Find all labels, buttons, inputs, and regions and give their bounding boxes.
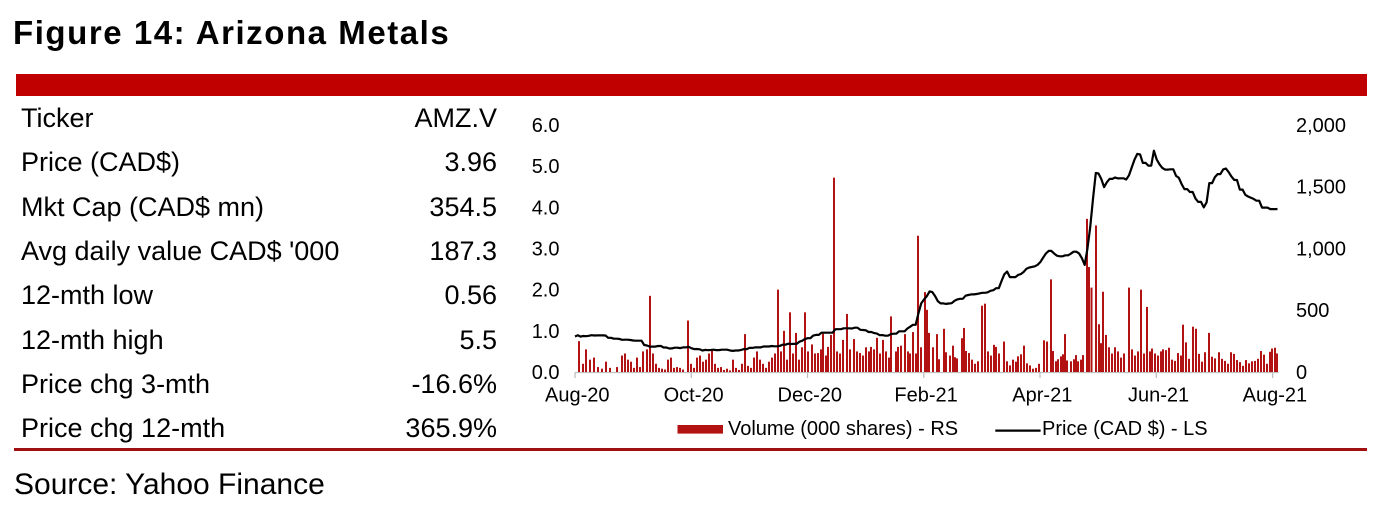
svg-text:1,500: 1,500	[1296, 177, 1346, 199]
svg-text:Jun-21: Jun-21	[1128, 385, 1189, 407]
svg-text:4.0: 4.0	[532, 197, 560, 219]
svg-text:2,000: 2,000	[1296, 115, 1346, 137]
svg-text:Aug-21: Aug-21	[1243, 385, 1308, 407]
svg-text:Feb-21: Feb-21	[894, 385, 957, 407]
svg-text:0.0: 0.0	[532, 362, 560, 384]
svg-text:Price (CAD $) - LS: Price (CAD $) - LS	[1042, 418, 1208, 440]
svg-text:Volume (000 shares) - RS: Volume (000 shares) - RS	[728, 418, 958, 440]
svg-text:0: 0	[1296, 362, 1307, 384]
svg-text:2.0: 2.0	[532, 280, 560, 302]
svg-text:Aug-20: Aug-20	[545, 385, 610, 407]
svg-text:Apr-21: Apr-21	[1012, 385, 1072, 407]
svg-text:5.0: 5.0	[532, 156, 560, 178]
svg-text:1,000: 1,000	[1296, 238, 1346, 260]
svg-text:3.0: 3.0	[532, 239, 560, 261]
svg-text:Dec-20: Dec-20	[778, 385, 842, 407]
svg-text:6.0: 6.0	[532, 115, 560, 137]
svg-text:500: 500	[1296, 300, 1329, 322]
svg-text:Oct-20: Oct-20	[664, 385, 724, 407]
svg-text:1.0: 1.0	[532, 321, 560, 343]
